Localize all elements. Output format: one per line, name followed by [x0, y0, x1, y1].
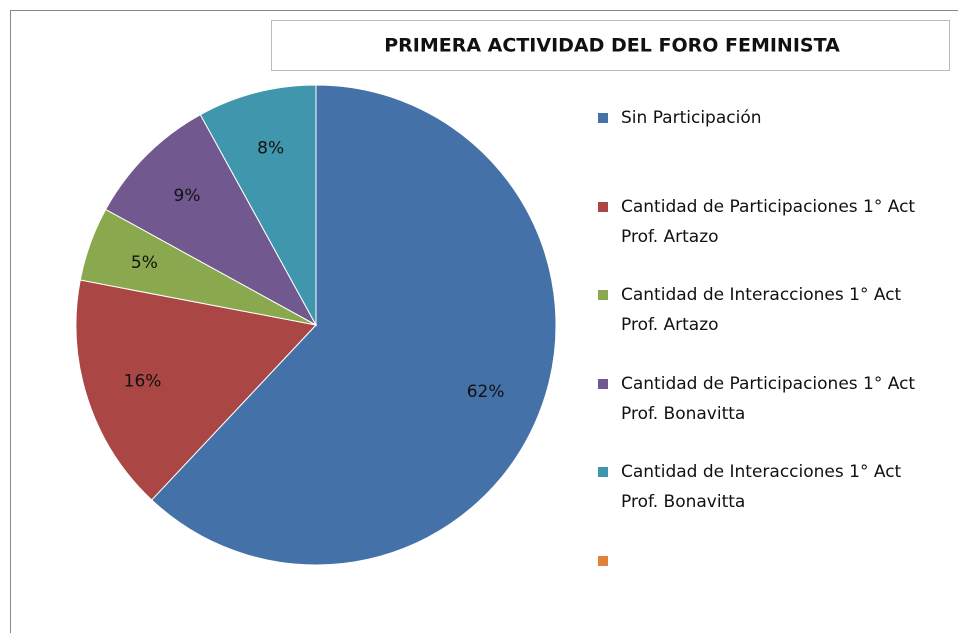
data-label: 16%: [124, 371, 162, 391]
data-label: 62%: [467, 382, 505, 402]
data-label: 9%: [174, 186, 201, 206]
chart-frame: [10, 10, 958, 633]
pie-slice: [75, 279, 317, 501]
chart-title: PRIMERA ACTIVIDAD DEL FORO FEMINISTA: [384, 35, 840, 57]
data-label: 5%: [131, 253, 158, 273]
legend-label: Cantidad de Participaciones 1° Act Prof.…: [621, 373, 916, 424]
legend-item: [598, 546, 928, 576]
pie-slice: [151, 84, 557, 566]
legend-swatch: [598, 201, 608, 212]
legend-item: Cantidad de Interacciones 1° Act Prof. B…: [598, 457, 928, 517]
legend-item: Cantidad de Interacciones 1° Act Prof. A…: [598, 280, 928, 340]
legend-label: Cantidad de Interacciones 1° Act Prof. A…: [621, 285, 902, 336]
legend-swatch: [598, 556, 608, 566]
pie-slice: [105, 114, 318, 327]
data-label: 8%: [257, 138, 284, 158]
legend-swatch: [598, 467, 608, 478]
legend-swatch: [598, 290, 608, 301]
legend-label: Sin Participación: [621, 108, 762, 128]
title-box: [271, 20, 950, 71]
legend-item: Cantidad de Participaciones 1° Act Prof.…: [598, 192, 928, 252]
legend-swatch: [598, 113, 608, 123]
legend-label: [621, 546, 921, 576]
pie-slice: [199, 84, 317, 326]
legend-item: Sin Participación: [598, 103, 928, 133]
legend-label: Cantidad de Interacciones 1° Act Prof. B…: [621, 462, 902, 513]
legend-swatch: [598, 378, 608, 389]
legend-item: Cantidad de Participaciones 1° Act Prof.…: [598, 369, 928, 429]
legend-label: Cantidad de Participaciones 1° Act Prof.…: [621, 196, 916, 247]
